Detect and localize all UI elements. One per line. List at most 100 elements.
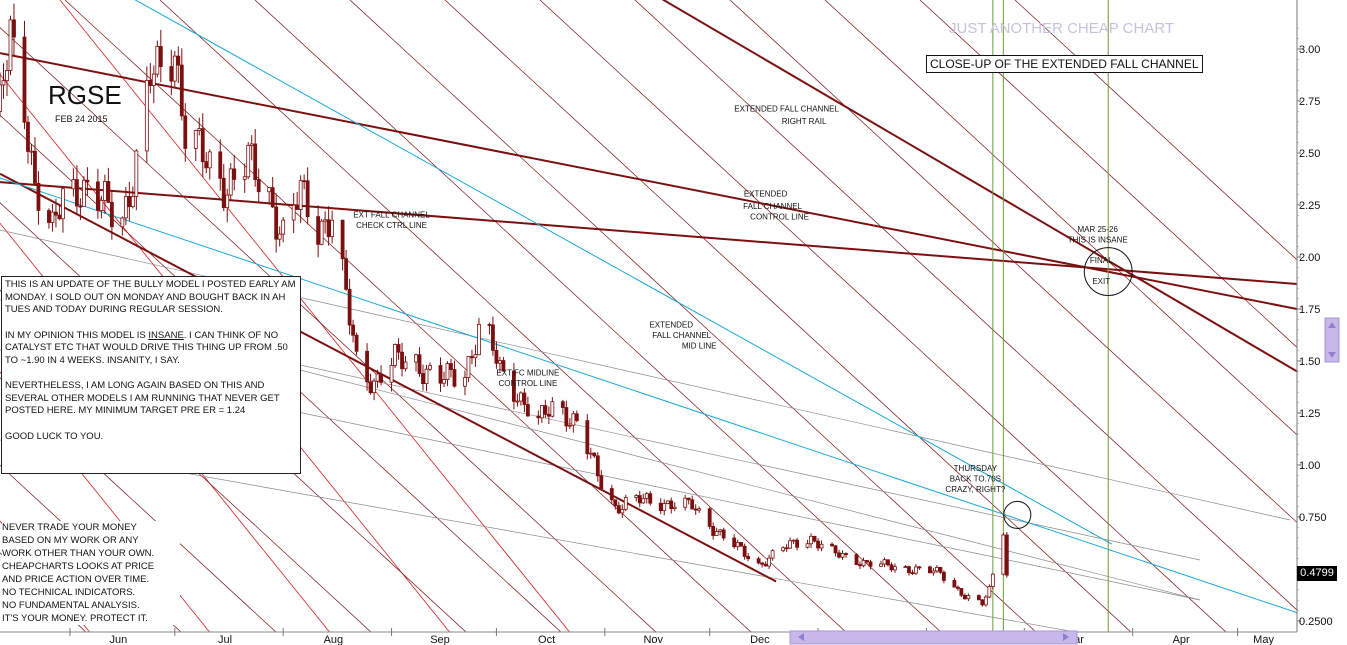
candle — [987, 584, 992, 598]
candle-body — [498, 360, 502, 364]
candle-body — [690, 499, 695, 510]
candle — [770, 549, 775, 561]
commentary-box: THIS IS AN UPDATE OF THE BULLY MODEL I P… — [1, 276, 301, 474]
candle — [893, 563, 897, 573]
candle-body — [197, 128, 202, 131]
candle-body — [564, 407, 569, 427]
candle — [158, 29, 163, 83]
candle — [665, 500, 670, 505]
candle — [868, 559, 873, 570]
candle — [144, 66, 149, 163]
watermark-text: JUST ANOTHER CHEAP CHART — [949, 20, 1175, 37]
y-tick-label: 2.75 — [1299, 96, 1320, 108]
disclaimer-line: BASED ON MY WORK OR ANY — [2, 535, 139, 546]
candle-body — [669, 500, 674, 509]
candle-body — [95, 181, 100, 211]
candle-body — [326, 219, 331, 237]
candle-body — [228, 168, 233, 196]
candle-body — [819, 543, 824, 549]
candle-body — [414, 354, 418, 363]
y-tick-label: 1.75 — [1299, 304, 1320, 316]
candle — [221, 164, 226, 212]
scroll-right-arrow[interactable] — [1063, 633, 1069, 641]
candle-body — [316, 216, 321, 245]
candle — [193, 129, 198, 162]
candle-body — [637, 495, 642, 504]
candle-body — [169, 66, 174, 82]
candle — [592, 452, 597, 458]
candle-body — [784, 547, 789, 550]
candle — [718, 528, 723, 536]
candle — [805, 539, 810, 549]
trend-lines — [0, 0, 1297, 614]
fall-channel-line — [539, 0, 1227, 632]
candle — [588, 447, 593, 459]
candle-body — [567, 424, 572, 427]
candle — [95, 168, 100, 219]
vertical-scrollbar-thumb[interactable] — [1324, 317, 1340, 363]
trend-line — [0, 181, 1297, 286]
candle-body — [71, 179, 76, 190]
candle-body — [854, 554, 859, 565]
candle-body — [550, 401, 555, 417]
candle — [714, 527, 719, 536]
trend-line — [0, 172, 777, 583]
candle-body — [120, 217, 125, 228]
scroll-up-arrow[interactable] — [1328, 322, 1336, 328]
annotation-label: MAR 25-26 — [1077, 225, 1118, 234]
candle — [952, 577, 957, 588]
scroll-down-arrow[interactable] — [1328, 352, 1336, 358]
candle — [99, 195, 104, 219]
candle-body — [560, 401, 565, 408]
candle — [1, 63, 6, 99]
candle — [962, 593, 967, 600]
candle-body — [735, 542, 740, 548]
candle-body — [840, 553, 845, 558]
candle — [518, 391, 523, 406]
candle — [242, 163, 247, 193]
candle-body — [12, 19, 16, 38]
candle — [609, 484, 614, 504]
annotation-label: THURSDAY — [954, 464, 998, 473]
candle-body — [990, 573, 995, 587]
candle — [442, 371, 446, 388]
candle — [470, 349, 474, 365]
candle — [106, 167, 111, 204]
candle-body — [791, 539, 796, 542]
candle-body — [487, 324, 492, 326]
horizontal-scrollbar-thumb[interactable] — [789, 630, 1078, 645]
candle-body — [865, 560, 869, 563]
candle-body — [746, 556, 751, 560]
trend-line — [134, 0, 1112, 545]
candle-body — [756, 558, 761, 564]
candle — [54, 198, 58, 228]
candle-body — [26, 121, 30, 152]
candle — [942, 570, 946, 584]
y-tick-label: 3.00 — [1299, 44, 1320, 56]
annotation-label: EXT FALL CHANNEL — [353, 210, 430, 219]
candle-body — [980, 599, 985, 606]
scroll-left-arrow[interactable] — [798, 633, 804, 641]
candle — [833, 544, 838, 557]
candle-body — [470, 356, 474, 359]
candle — [501, 357, 506, 372]
candle — [812, 535, 817, 543]
candle — [935, 564, 939, 573]
candle — [414, 353, 418, 372]
candle — [487, 322, 492, 335]
candle-body — [375, 373, 380, 382]
candle — [267, 187, 272, 205]
note-paragraph: GOOD LUCK TO YOU. — [5, 430, 104, 442]
fall-channel-line — [1014, 0, 1297, 261]
candle-body — [158, 46, 163, 67]
candle-body — [421, 373, 425, 385]
disclaimer-line: CHEAPCHARTS LOOKS AT PRICE — [2, 561, 155, 572]
candle-body — [323, 219, 328, 222]
fall-channel-line — [444, 0, 1132, 632]
candle-body — [809, 535, 813, 545]
x-tick-label: Apr — [1173, 634, 1190, 645]
candle — [183, 103, 188, 162]
candle — [746, 552, 751, 562]
candle — [910, 569, 915, 576]
candle-body — [592, 452, 597, 457]
